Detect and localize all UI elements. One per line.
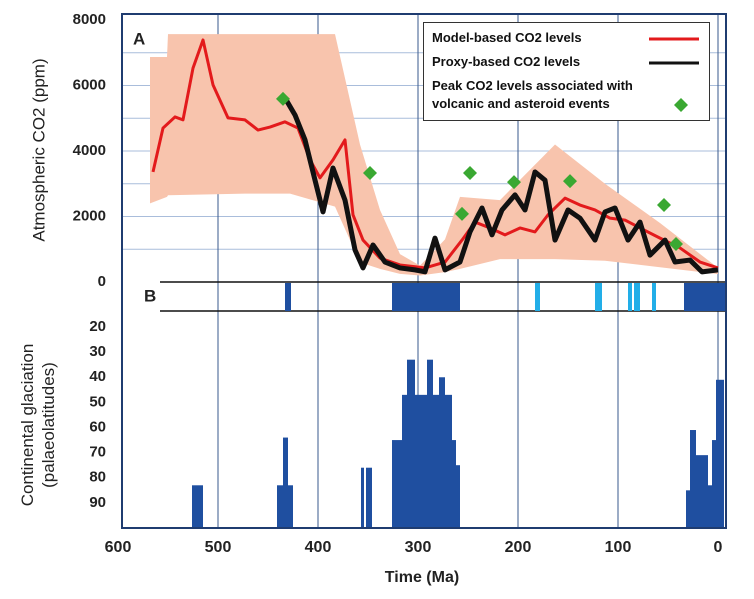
y-tick-label: 80 xyxy=(89,469,106,486)
bar xyxy=(456,465,460,528)
diamond-marker xyxy=(276,91,290,106)
bar xyxy=(277,485,283,528)
glaciation-period xyxy=(652,283,656,311)
glaciation-period xyxy=(628,283,632,311)
diamond-marker xyxy=(363,165,377,180)
y-axis-title: Continental glaciation (palaeolatitudes) xyxy=(18,343,58,507)
y-tick-label: 2000 xyxy=(73,207,106,224)
legend: Model-based CO2 levels Proxy-based CO2 le… xyxy=(423,22,710,121)
y-tick-label: 4000 xyxy=(73,142,106,159)
bar xyxy=(402,394,407,528)
glaciation-period xyxy=(285,283,291,311)
legend-swatch xyxy=(649,61,699,65)
x-tick-label: 500 xyxy=(205,539,232,556)
marks xyxy=(150,34,726,528)
y-tick-label: 60 xyxy=(89,418,106,435)
bar xyxy=(690,430,696,528)
bar xyxy=(283,437,288,528)
bar xyxy=(361,467,364,528)
y-tick-label: 6000 xyxy=(73,76,106,93)
y-axis-title: Atmospheric CO2 (ppm) xyxy=(29,58,48,241)
y-tick-label: 30 xyxy=(89,343,106,360)
data-line xyxy=(282,96,719,275)
x-tick-label: 200 xyxy=(505,539,532,556)
x-tick-label: 0 xyxy=(714,539,723,556)
y-tick-label: 50 xyxy=(89,393,106,410)
panel-label: A xyxy=(133,29,145,48)
legend-label: Proxy-based CO2 levels xyxy=(432,54,581,69)
bar xyxy=(366,467,372,528)
y-tick-label: 40 xyxy=(89,368,106,385)
legend-swatch xyxy=(674,98,688,112)
panel-label: B xyxy=(144,286,156,305)
legend-label: Peak CO2 levels associated with volcanic… xyxy=(432,78,633,111)
glaciation-period xyxy=(684,283,726,311)
bar xyxy=(696,455,708,528)
x-tick-label: 600 xyxy=(105,539,132,556)
bar xyxy=(439,377,445,528)
bar xyxy=(192,485,203,528)
glaciation-period xyxy=(634,283,640,311)
bar xyxy=(433,394,439,528)
x-tick-label: 100 xyxy=(605,539,632,556)
y-tick-label: 20 xyxy=(89,318,106,335)
legend-entry: Peak CO2 levels associated with volcanic… xyxy=(432,77,701,113)
y-tick-label: 70 xyxy=(89,444,106,461)
y-tick-label: 8000 xyxy=(73,11,106,28)
bar xyxy=(686,490,690,528)
glaciation-period xyxy=(392,283,460,311)
bar xyxy=(716,379,724,528)
legend-label: Model-based CO2 levels xyxy=(432,30,582,45)
diamond-marker xyxy=(463,165,477,180)
x-axis-title: Time (Ma) xyxy=(385,569,459,586)
glaciation-period xyxy=(535,283,540,311)
bar xyxy=(392,440,402,528)
bar xyxy=(427,359,433,528)
bar xyxy=(407,359,415,528)
bar xyxy=(445,394,452,528)
legend-entry: Model-based CO2 levels xyxy=(432,29,701,47)
x-tick-label: 300 xyxy=(405,539,432,556)
legend-entry: Proxy-based CO2 levels xyxy=(432,53,701,71)
bar xyxy=(452,440,456,528)
x-tick-label: 400 xyxy=(305,539,332,556)
bar xyxy=(708,485,712,528)
glaciation-period xyxy=(595,283,602,311)
diamond-marker xyxy=(507,175,521,190)
diamond-marker xyxy=(563,174,577,189)
legend-diamond xyxy=(674,98,688,112)
frame xyxy=(121,13,727,529)
bar xyxy=(712,440,716,528)
diamond-marker xyxy=(657,198,671,213)
y-tick-label: 90 xyxy=(89,494,106,511)
bar xyxy=(421,394,427,528)
legend-swatch xyxy=(649,37,699,41)
diamond-marker xyxy=(669,237,683,252)
diamond-marker xyxy=(455,206,469,221)
bar xyxy=(415,394,421,528)
bar xyxy=(288,485,293,528)
y-tick-label: 0 xyxy=(98,273,106,290)
